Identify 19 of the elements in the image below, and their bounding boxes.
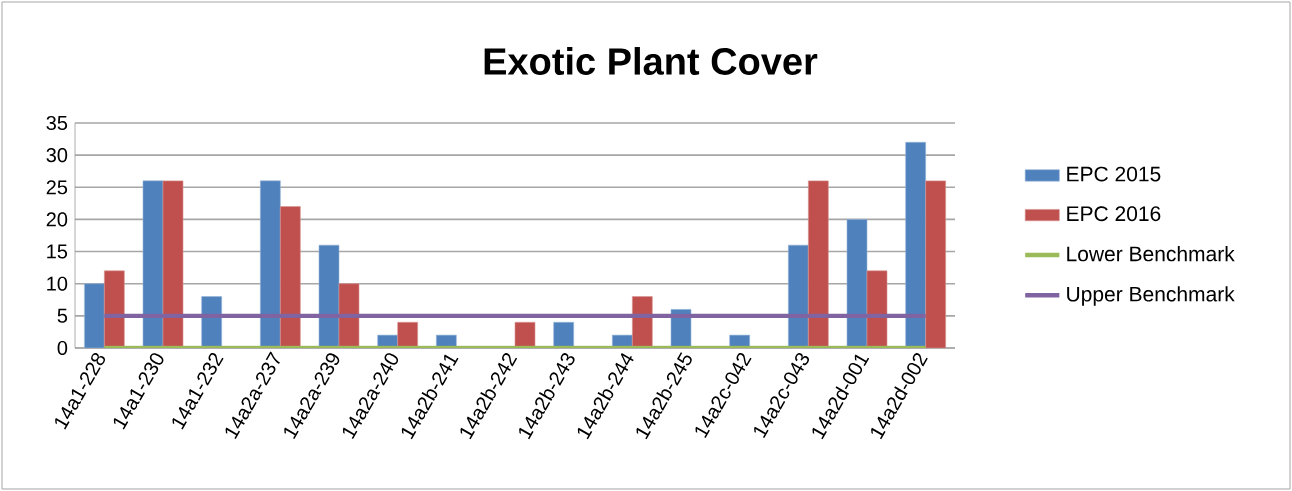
y-tick-label: 30 xyxy=(46,148,68,163)
y-tick-label: 10 xyxy=(47,276,68,291)
y-tick-label: 35 xyxy=(46,115,68,131)
y-tick-label: 25 xyxy=(46,180,68,195)
y-tick-label: 5 xyxy=(57,308,68,323)
bar xyxy=(808,180,829,348)
legend-label: EPC 2015 xyxy=(1067,166,1161,182)
legend-label: Upper Benchmark xyxy=(1067,286,1235,306)
bar xyxy=(84,283,105,348)
bar xyxy=(905,141,926,348)
bar xyxy=(925,180,946,348)
y-tick-label: 0 xyxy=(57,340,68,356)
chart-title: Exotic Plant Cover xyxy=(484,47,818,75)
bar xyxy=(260,180,281,348)
y-tick-label: 20 xyxy=(46,212,68,227)
bar xyxy=(280,206,301,348)
y-tick-label: 15 xyxy=(47,244,68,259)
legend-label: EPC 2016 xyxy=(1067,206,1161,222)
legend-label: Lower Benchmark xyxy=(1067,245,1235,262)
